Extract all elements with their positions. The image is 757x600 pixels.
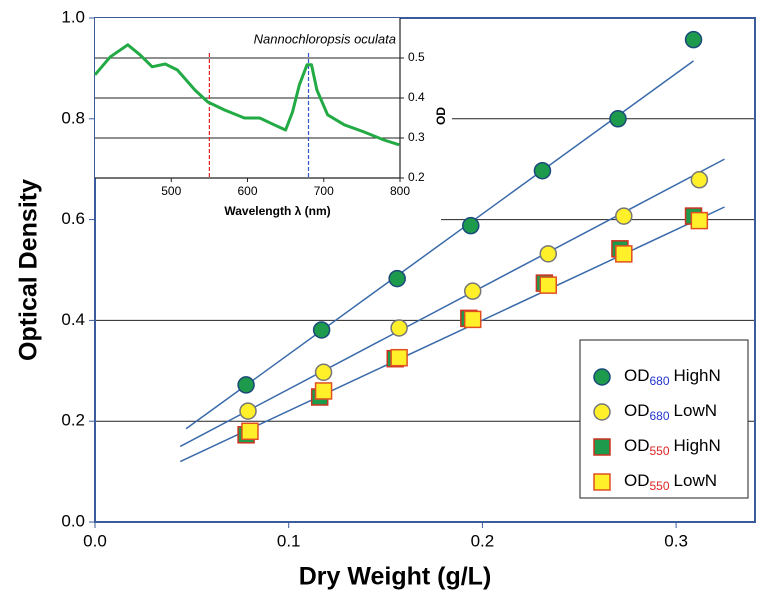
fit-line — [179, 206, 725, 463]
legend-marker — [593, 368, 611, 386]
x-tick-label: 0.2 — [471, 531, 495, 550]
marker — [615, 207, 633, 225]
marker — [684, 30, 703, 49]
inset-x-tick-label: 600 — [237, 184, 257, 198]
marker — [239, 402, 257, 420]
inset-y-tick-label: 0.3 — [408, 130, 425, 144]
legend-label-sub: 550 — [650, 479, 670, 493]
marker — [609, 110, 627, 128]
marker — [463, 310, 482, 329]
marker — [388, 269, 406, 288]
fit-line — [179, 158, 725, 448]
legend-label-tail: HighN — [674, 436, 721, 455]
marker — [390, 319, 408, 337]
y-tick-label: 0.2 — [61, 411, 85, 430]
marker — [533, 161, 552, 180]
legend-label: OD550 LowN — [624, 471, 717, 493]
y-tick-label: 0.4 — [61, 310, 85, 329]
inset-background-right — [400, 19, 452, 219]
legend-label-tail: LowN — [674, 471, 717, 490]
y-tick-label: 0.0 — [61, 511, 85, 530]
legend-marker — [593, 438, 611, 456]
legend-label-sub: 680 — [650, 374, 670, 388]
inset-x-tick-label: 800 — [390, 184, 410, 198]
legend-marker — [593, 403, 611, 421]
legend-marker — [593, 473, 611, 491]
marker — [615, 245, 633, 263]
marker — [314, 382, 333, 400]
marker — [312, 321, 331, 339]
marker — [237, 376, 255, 394]
marker — [539, 276, 558, 294]
marker — [690, 171, 709, 189]
legend-label-tail: LowN — [674, 401, 717, 420]
legend — [579, 339, 749, 499]
y-tick-label: 0.6 — [61, 209, 85, 228]
x-tick-label: 0.3 — [664, 531, 688, 550]
inset-y-axis-title: OD — [434, 107, 448, 125]
y-axis-title: Optical Density — [15, 179, 43, 361]
marker — [390, 348, 408, 367]
marker — [314, 363, 333, 382]
legend-label-sub: 680 — [650, 409, 670, 423]
inset-y-tick-label: 0.4 — [408, 90, 425, 104]
inset-x-axis-title: Wavelength λ (nm) — [224, 204, 330, 218]
legend-label-sub: 550 — [650, 444, 670, 458]
legend-label-tail: HighN — [674, 366, 721, 385]
x-tick-label: 0.1 — [277, 531, 301, 550]
fit-line — [185, 60, 694, 430]
legend-label: OD550 HighN — [624, 436, 721, 458]
legend-label-main: OD — [624, 471, 650, 490]
inset-y-tick-label: 0.5 — [408, 50, 425, 64]
legend-label: OD680 HighN — [624, 366, 721, 388]
legend-label-main: OD — [624, 401, 650, 420]
legend-label-main: OD — [624, 436, 650, 455]
x-axis-title: Dry Weight (g/L) — [299, 563, 492, 591]
legend-label: OD680 LowN — [624, 401, 717, 423]
marker — [690, 211, 709, 230]
y-tick-label: 0.8 — [61, 108, 85, 127]
plot-frame — [94, 17, 756, 523]
inset-y-tick-label: 0.2 — [408, 170, 425, 184]
marker — [241, 422, 259, 441]
legend-label-main: OD — [624, 366, 650, 385]
spectrum-line — [93, 43, 400, 147]
marker — [539, 245, 558, 263]
marker — [463, 282, 482, 300]
inset-background-labels — [96, 179, 441, 221]
inset-x-tick-label: 500 — [161, 184, 181, 198]
x-tick-label: 0.0 — [83, 531, 107, 550]
marker — [462, 216, 480, 235]
y-tick-label: 1.0 — [61, 7, 85, 26]
inset-x-tick-label: 700 — [314, 184, 334, 198]
inset-title: Nannochloropsis oculata — [254, 31, 396, 46]
